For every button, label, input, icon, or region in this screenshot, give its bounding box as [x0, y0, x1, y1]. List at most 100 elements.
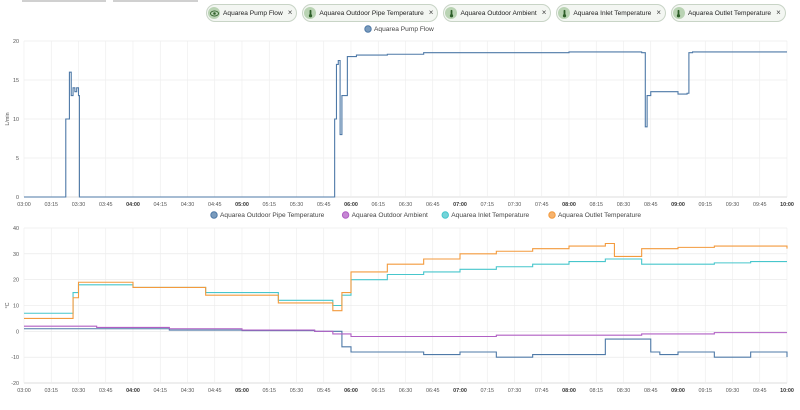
legend-label: Aquarea Outlet Temperature: [558, 212, 641, 219]
y-tick-label: 0: [16, 195, 19, 201]
x-tick-label: 08:45: [644, 388, 658, 394]
x-tick-label: 08:00: [562, 202, 576, 208]
close-icon[interactable]: ×: [776, 8, 781, 17]
thermometer-icon: [558, 7, 571, 19]
x-tick-label: 06:15: [372, 388, 386, 394]
thermometer-icon: [445, 7, 458, 19]
x-tick-label: 04:30: [181, 388, 195, 394]
x-tick-label: 09:30: [726, 388, 740, 394]
y-tick-label: 0: [16, 329, 19, 335]
x-tick-label: 07:45: [535, 202, 549, 208]
x-tick-label: 04:15: [154, 388, 168, 394]
x-tick-label: 09:15: [699, 202, 713, 208]
x-tick-label: 08:30: [617, 388, 631, 394]
chip-inlet-temperature[interactable]: Aquarea Inlet Temperature ×: [556, 4, 666, 22]
x-tick-label: 09:15: [699, 388, 713, 394]
thermometer-icon: [672, 7, 685, 19]
x-tick-label: 09:00: [671, 388, 685, 394]
y-tick-label: -20: [11, 381, 19, 387]
x-tick-label: 03:00: [17, 388, 31, 394]
x-tick-label: 07:00: [453, 202, 467, 208]
x-tick-label: 05:30: [290, 202, 304, 208]
x-tick-label: 05:00: [235, 388, 249, 394]
chip-label: Aquarea Outdoor Ambient: [460, 9, 537, 17]
y-axis-label: °C: [5, 302, 11, 308]
x-tick-label: 07:45: [535, 388, 549, 394]
legend-label: Aquarea Inlet Temperature: [451, 212, 529, 219]
x-tick-label: 06:00: [344, 202, 358, 208]
x-tick-label: 03:45: [99, 202, 113, 208]
x-tick-label: 04:00: [126, 388, 140, 394]
x-tick-label: 05:30: [290, 388, 304, 394]
x-tick-label: 03:30: [72, 388, 86, 394]
x-tick-label: 09:00: [671, 202, 685, 208]
eye-icon: [208, 7, 220, 19]
chip-label: Aquarea Outlet Temperature: [687, 9, 772, 17]
y-tick-label: 20: [13, 39, 19, 45]
x-tick-label: 06:30: [399, 388, 413, 394]
chip-label: Aquarea Outdoor Pipe Temperature: [319, 9, 424, 17]
series-line: [24, 242, 788, 319]
legend-label: Aquarea Outdoor Pipe Temperature: [220, 212, 325, 219]
y-tick-label: 30: [13, 252, 19, 258]
legend-marker: [364, 25, 372, 33]
chip-label: Aquarea Pump Flow: [223, 9, 283, 17]
x-tick-label: 07:30: [508, 388, 522, 394]
series-line: [24, 51, 787, 198]
chip-outlet-temperature[interactable]: Aquarea Outlet Temperature ×: [670, 4, 786, 22]
x-tick-label: 10:00: [780, 202, 794, 208]
y-tick-label: 20: [13, 278, 19, 284]
x-tick-label: 07:30: [508, 202, 522, 208]
x-tick-label: 03:15: [45, 388, 59, 394]
x-tick-label: 06:00: [344, 388, 358, 394]
legend-marker: [548, 211, 556, 219]
x-tick-label: 05:45: [317, 388, 331, 394]
y-axis-label: L/min: [5, 112, 11, 125]
x-tick-label: 05:15: [263, 388, 277, 394]
chart-panel-1: -20 -10 0 10 20 30 40 03:00 03:15 03:30 03:45 04:00…: [5, 211, 794, 394]
x-tick-label: 05:45: [317, 202, 331, 208]
y-tick-label: 15: [13, 78, 19, 84]
x-tick-label: 04:30: [181, 202, 195, 208]
x-tick-label: 03:45: [99, 388, 113, 394]
chip-outdoor-pipe-temperature[interactable]: Aquarea Outdoor Pipe Temperature ×: [302, 4, 439, 22]
x-tick-label: 03:00: [17, 202, 31, 208]
x-tick-label: 09:30: [726, 202, 740, 208]
y-tick-label: 10: [13, 304, 19, 310]
close-icon[interactable]: ×: [428, 8, 434, 17]
x-tick-label: 04:45: [208, 388, 222, 394]
close-icon[interactable]: ×: [287, 8, 293, 17]
y-tick-label: 5: [16, 156, 19, 162]
legend-marker: [210, 211, 218, 219]
close-icon[interactable]: ×: [656, 8, 661, 17]
x-tick-label: 08:15: [590, 388, 604, 394]
x-tick-label: 04:15: [154, 202, 168, 208]
x-tick-label: 09:45: [753, 202, 767, 208]
legend-marker: [441, 211, 449, 219]
x-tick-label: 05:15: [263, 202, 277, 208]
chart-panel-0: 0 5 10 15 20 03:00 03:15 03:30 03:45 04:00 04:15 04…: [5, 25, 794, 208]
x-tick-label: 08:45: [644, 202, 658, 208]
legend-label: Aquarea Pump Flow: [374, 26, 434, 33]
topbar-divider: [22, 0, 106, 2]
x-tick-label: 06:45: [426, 388, 440, 394]
series-line: [24, 325, 787, 338]
y-tick-label: 40: [13, 226, 19, 232]
x-tick-label: 05:00: [235, 202, 249, 208]
x-tick-label: 06:15: [372, 202, 386, 208]
entity-chip-bar: Aquarea Pump Flow × Aquarea Outdoor Pipe…: [206, 4, 786, 22]
x-tick-label: 06:30: [399, 202, 413, 208]
chip-pump-flow[interactable]: Aquarea Pump Flow ×: [206, 4, 298, 22]
close-icon[interactable]: ×: [541, 8, 547, 17]
x-tick-label: 07:00: [453, 388, 467, 394]
y-tick-label: -10: [11, 355, 19, 361]
chip-label: Aquarea Inlet Temperature: [573, 9, 652, 17]
x-tick-label: 08:15: [590, 202, 604, 208]
thermometer-icon: [304, 7, 317, 19]
y-tick-label: 10: [13, 117, 19, 123]
x-tick-label: 06:45: [426, 202, 440, 208]
x-tick-label: 08:30: [617, 202, 631, 208]
chip-outdoor-ambient[interactable]: Aquarea Outdoor Ambient ×: [443, 4, 552, 22]
x-tick-label: 03:15: [45, 202, 59, 208]
